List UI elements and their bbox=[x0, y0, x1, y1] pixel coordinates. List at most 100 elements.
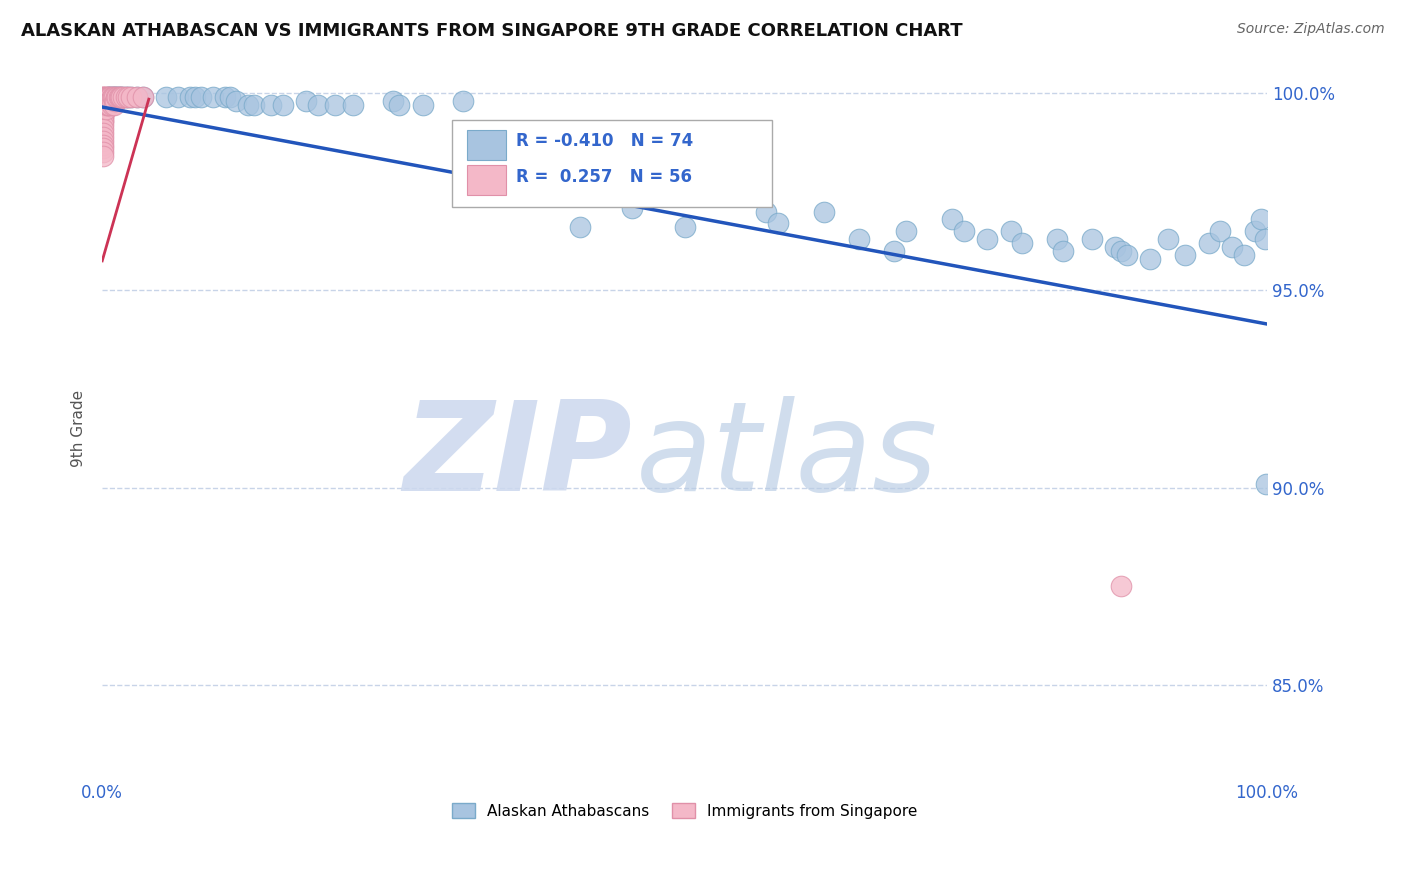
Point bbox=[382, 94, 405, 108]
Point bbox=[894, 224, 917, 238]
Point bbox=[1111, 579, 1133, 593]
Point bbox=[1198, 236, 1220, 251]
Point bbox=[1157, 232, 1180, 246]
Point bbox=[93, 126, 115, 140]
Point bbox=[98, 90, 121, 104]
Point bbox=[236, 98, 259, 112]
Point bbox=[242, 98, 264, 112]
Y-axis label: 9th Grade: 9th Grade bbox=[72, 390, 86, 467]
Point bbox=[107, 90, 129, 104]
Point bbox=[342, 98, 364, 112]
Point bbox=[219, 90, 242, 104]
Point bbox=[93, 90, 115, 104]
Point bbox=[766, 216, 789, 230]
Point bbox=[97, 90, 120, 104]
Point bbox=[184, 90, 207, 104]
Point bbox=[941, 212, 963, 227]
Point bbox=[179, 90, 201, 104]
Point bbox=[1111, 244, 1133, 258]
Point bbox=[98, 90, 121, 104]
Point bbox=[94, 90, 117, 104]
Point bbox=[105, 90, 128, 104]
Point bbox=[107, 90, 129, 104]
Point bbox=[673, 220, 696, 235]
Point bbox=[93, 149, 115, 163]
Point bbox=[568, 220, 591, 235]
Point bbox=[93, 106, 115, 120]
Point bbox=[132, 90, 155, 104]
Point bbox=[1244, 224, 1267, 238]
Legend: Alaskan Athabascans, Immigrants from Singapore: Alaskan Athabascans, Immigrants from Sin… bbox=[446, 797, 924, 824]
Point bbox=[101, 90, 124, 104]
Point bbox=[94, 94, 117, 108]
Point bbox=[93, 141, 115, 155]
Text: ZIP: ZIP bbox=[404, 396, 633, 517]
Point bbox=[411, 98, 433, 112]
Text: ALASKAN ATHABASCAN VS IMMIGRANTS FROM SINGAPORE 9TH GRADE CORRELATION CHART: ALASKAN ATHABASCAN VS IMMIGRANTS FROM SI… bbox=[21, 22, 963, 40]
Point bbox=[755, 204, 778, 219]
Point bbox=[953, 224, 976, 238]
Point bbox=[93, 137, 115, 152]
Point bbox=[1232, 248, 1254, 262]
Point bbox=[93, 98, 115, 112]
Point bbox=[93, 102, 115, 116]
Point bbox=[1052, 244, 1074, 258]
Point bbox=[190, 90, 212, 104]
Point bbox=[117, 90, 139, 104]
Point bbox=[127, 90, 149, 104]
Point bbox=[108, 90, 131, 104]
Point bbox=[93, 106, 115, 120]
Point bbox=[114, 90, 136, 104]
Point bbox=[93, 129, 115, 144]
Point bbox=[323, 98, 346, 112]
Point bbox=[813, 204, 835, 219]
Point bbox=[97, 98, 120, 112]
Point bbox=[93, 90, 115, 104]
Point bbox=[105, 90, 128, 104]
Point bbox=[214, 90, 236, 104]
FancyBboxPatch shape bbox=[467, 130, 506, 160]
FancyBboxPatch shape bbox=[451, 120, 772, 207]
Point bbox=[720, 134, 742, 148]
Text: R = -0.410   N = 74: R = -0.410 N = 74 bbox=[516, 132, 693, 150]
Point bbox=[93, 110, 115, 124]
Point bbox=[1000, 224, 1022, 238]
Point bbox=[93, 98, 115, 112]
Point bbox=[98, 90, 121, 104]
Point bbox=[546, 188, 568, 202]
Point bbox=[581, 185, 603, 199]
Point bbox=[93, 134, 115, 148]
Point bbox=[117, 90, 139, 104]
Point bbox=[883, 244, 905, 258]
Point bbox=[100, 90, 122, 104]
Point bbox=[848, 232, 870, 246]
Point bbox=[93, 113, 115, 128]
Point bbox=[132, 90, 155, 104]
Point bbox=[101, 90, 124, 104]
Point bbox=[100, 98, 122, 112]
Point bbox=[103, 98, 125, 112]
Point bbox=[1254, 476, 1277, 491]
Point bbox=[93, 90, 115, 104]
Point bbox=[1139, 252, 1161, 266]
Point bbox=[93, 145, 115, 160]
Text: R =  0.257   N = 56: R = 0.257 N = 56 bbox=[516, 169, 692, 186]
Point bbox=[621, 201, 644, 215]
Point bbox=[492, 181, 515, 195]
Point bbox=[1011, 236, 1033, 251]
Point bbox=[93, 102, 115, 116]
Point bbox=[201, 90, 224, 104]
Point bbox=[1046, 232, 1069, 246]
Point bbox=[96, 98, 118, 112]
Point bbox=[104, 94, 127, 108]
Point bbox=[112, 90, 135, 104]
Point bbox=[1104, 240, 1126, 254]
Point bbox=[93, 118, 115, 132]
Point bbox=[1253, 232, 1275, 246]
Point bbox=[104, 90, 127, 104]
Point bbox=[112, 90, 135, 104]
Point bbox=[120, 90, 142, 104]
Text: Source: ZipAtlas.com: Source: ZipAtlas.com bbox=[1237, 22, 1385, 37]
Point bbox=[105, 90, 128, 104]
Point bbox=[1250, 212, 1272, 227]
